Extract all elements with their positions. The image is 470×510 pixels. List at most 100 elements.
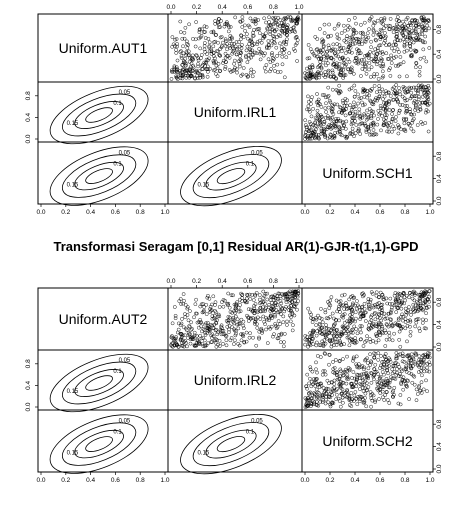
scatter-point xyxy=(370,398,375,403)
scatter-point xyxy=(426,86,431,91)
scatter-point xyxy=(215,74,220,79)
scatter-point xyxy=(397,74,402,79)
scatter-point xyxy=(347,297,352,302)
scatter-point xyxy=(358,37,363,42)
scatter-point xyxy=(404,369,409,374)
tick-label: 0.4 xyxy=(86,477,95,484)
scatter-point xyxy=(232,302,237,307)
scatter-point xyxy=(316,65,320,70)
scatter-point xyxy=(306,107,311,112)
scatter-point xyxy=(374,96,378,101)
scatter-point xyxy=(318,355,323,359)
scatter-point xyxy=(253,316,258,321)
scatter-point xyxy=(281,314,286,319)
scatter-point xyxy=(364,404,369,409)
scatter-point xyxy=(188,309,192,313)
scatter-point xyxy=(328,395,333,400)
contour-label: 0.1 xyxy=(113,162,122,168)
scatter-point xyxy=(273,314,277,319)
scatter-point xyxy=(412,19,417,24)
scatter-point xyxy=(425,389,429,394)
scatter-point xyxy=(196,58,201,63)
scatter-point xyxy=(404,383,409,388)
scatter-point xyxy=(325,49,330,54)
scatter-point xyxy=(278,340,283,345)
scatter-point xyxy=(400,378,405,383)
scatter-point xyxy=(395,47,400,52)
scatter-point xyxy=(307,310,312,315)
scatter-point xyxy=(206,328,211,333)
scatter-point xyxy=(181,292,186,296)
scatter-point xyxy=(200,27,204,32)
scatter-point xyxy=(263,309,267,313)
scatter-point xyxy=(426,297,430,301)
scatter-point xyxy=(314,47,319,52)
scatter-point xyxy=(348,103,353,108)
scatter-point xyxy=(269,52,274,57)
scatter-point xyxy=(353,89,358,93)
scatter-point xyxy=(348,132,353,136)
scatter-point xyxy=(330,125,335,130)
scatter-point xyxy=(423,121,428,125)
scatter-point xyxy=(343,28,347,33)
scatter-point xyxy=(401,291,406,296)
tick-label: 1.0 xyxy=(160,209,169,216)
scatter-point xyxy=(418,101,422,105)
scatter-point xyxy=(340,126,345,131)
scatter-point xyxy=(304,76,308,81)
scatter-point xyxy=(371,27,376,32)
scatter-point xyxy=(228,45,232,50)
scatter-point xyxy=(180,36,185,41)
scatter-point xyxy=(396,63,400,68)
scatter-point xyxy=(372,355,377,360)
scatter-point xyxy=(374,340,378,345)
scatter-point xyxy=(324,397,328,402)
scatter-point xyxy=(427,369,432,374)
scatter-point xyxy=(335,309,339,314)
scatter-point xyxy=(347,305,352,310)
panel-0-0: Uniform.AUT1 xyxy=(37,13,169,83)
scatter-point xyxy=(320,115,324,119)
scatter-point xyxy=(411,85,416,90)
contour-line xyxy=(85,168,113,184)
scatter-point xyxy=(333,47,337,52)
scatter-point xyxy=(340,391,345,395)
scatter-point xyxy=(337,43,342,48)
scatter-point xyxy=(327,362,331,367)
scatter-point xyxy=(412,291,417,296)
scatter-point xyxy=(333,124,337,128)
scatter-point xyxy=(365,334,369,339)
scatter-point xyxy=(181,44,185,49)
scatter-point xyxy=(275,22,280,26)
scatter-point xyxy=(383,330,388,335)
contour-line xyxy=(85,436,113,452)
scatter-point xyxy=(255,322,259,326)
scatter-point xyxy=(378,27,383,32)
tick-label: 0.4 xyxy=(86,209,95,216)
scatter-point xyxy=(414,320,419,325)
scatter-point xyxy=(218,25,222,29)
scatter-point xyxy=(405,378,409,383)
scatter-points xyxy=(303,351,432,409)
scatter-point xyxy=(364,338,369,343)
scatter-point xyxy=(403,378,407,383)
scatter-point xyxy=(265,291,269,296)
scatter-point xyxy=(350,376,354,380)
scatter-point xyxy=(342,38,347,43)
scatter-point xyxy=(376,357,381,362)
tick-label: 0.0 xyxy=(436,342,443,351)
scatter-point xyxy=(354,21,358,26)
scatter-point xyxy=(380,395,385,400)
scatter-point xyxy=(285,323,289,327)
scatter-point xyxy=(363,67,367,72)
scatter-point xyxy=(226,291,231,296)
scatter-point xyxy=(236,305,241,310)
panel-frame xyxy=(301,409,434,473)
scatter-point xyxy=(389,53,393,58)
scatter-point xyxy=(366,302,371,307)
scatter-point xyxy=(176,327,181,332)
scatter-point xyxy=(321,52,325,56)
scatter-point xyxy=(198,320,203,325)
scatter-point xyxy=(281,295,286,300)
scatter-point xyxy=(211,326,215,331)
